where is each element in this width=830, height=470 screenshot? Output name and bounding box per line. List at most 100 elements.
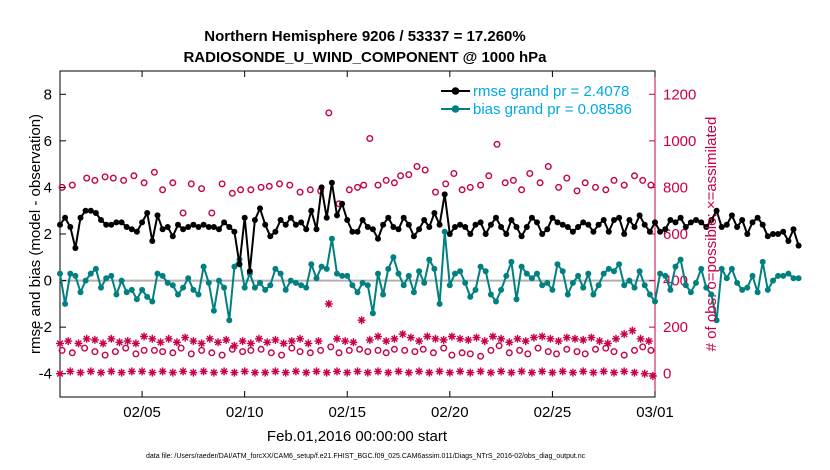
obs-assimilated-point <box>148 334 157 343</box>
obs-possible-point <box>140 346 148 354</box>
obs-assimilated-point <box>636 334 645 343</box>
obs-assimilated-point <box>466 368 475 377</box>
rmse-point <box>493 214 499 221</box>
rmse-point <box>277 217 284 223</box>
obs-assimilated-point <box>488 332 497 341</box>
obs-assimilated-point <box>333 367 341 376</box>
rmse-point <box>267 233 274 240</box>
rmse-point <box>292 221 299 228</box>
bias-point <box>498 286 505 293</box>
obs-possible-point <box>101 173 109 181</box>
obs-assimilated-point <box>589 368 598 377</box>
obs-assimilated-point <box>439 335 448 344</box>
x-tick-label: 02/10 <box>226 404 264 421</box>
obs-possible-point <box>485 172 493 180</box>
rmse-point <box>528 214 535 221</box>
obs-possible-point <box>327 343 335 351</box>
bias-point <box>467 293 474 300</box>
obs-possible-point <box>91 176 99 184</box>
obs-assimilated-point <box>538 367 547 376</box>
bias-point <box>200 263 207 270</box>
obs-possible-point <box>563 174 571 182</box>
rmse-point <box>205 224 212 230</box>
bias-point <box>446 282 453 289</box>
obs-assimilated-point <box>158 367 167 376</box>
bias-point <box>308 261 315 268</box>
bias-point <box>452 270 458 277</box>
obs-assimilated-point <box>423 332 432 341</box>
rmse-point <box>128 226 135 233</box>
bias-point <box>749 272 756 279</box>
y-axis-label-right: # of obs: o=possible; ×=assimilated <box>703 117 720 352</box>
rmse-point <box>323 214 330 221</box>
obs-possible-point <box>495 342 503 350</box>
bias-point <box>775 272 782 279</box>
right-tick-label: 1200 <box>663 86 696 103</box>
bias-point <box>67 270 74 277</box>
obs-assimilated-point <box>314 337 323 346</box>
bias-point <box>221 284 228 291</box>
obs-assimilated-point <box>107 334 116 343</box>
rmse-point <box>359 217 366 223</box>
obs-possible-point <box>401 346 409 354</box>
rmse-point <box>77 214 84 221</box>
obs-assimilated-point <box>476 367 485 376</box>
bias-point <box>441 228 448 235</box>
bias-point <box>190 286 197 293</box>
bias-point <box>77 289 84 296</box>
obs-assimilated-point <box>571 334 579 343</box>
obs-assimilated-point <box>390 334 399 343</box>
rmse-point <box>108 221 115 228</box>
obs-assimilated-point <box>304 339 313 348</box>
bias-point <box>569 279 576 286</box>
rmse-point <box>698 219 705 226</box>
obs-possible-point <box>354 183 362 191</box>
rmse-point <box>452 224 458 230</box>
left-tick-label: 4 <box>44 179 52 196</box>
obs-possible-point <box>306 186 314 194</box>
rmse-point <box>446 231 453 237</box>
rmse-point <box>775 231 782 237</box>
legend-rmse-marker <box>451 87 460 95</box>
bias-point <box>410 289 417 296</box>
obs-assimilated-point <box>220 367 229 376</box>
rmse-point <box>82 207 89 214</box>
obs-possible-point <box>440 344 448 352</box>
bias-point <box>123 289 130 296</box>
obs-assimilated-point <box>398 330 407 339</box>
obs-possible-point <box>573 187 581 195</box>
obs-assimilated-point <box>287 337 296 346</box>
rmse-point <box>780 228 787 235</box>
bias-point <box>518 263 525 270</box>
rmse-point <box>569 228 576 235</box>
obs-assimilated-point <box>415 337 424 346</box>
obs-possible-point <box>247 346 255 354</box>
obs-possible-point <box>477 352 485 360</box>
rmse-point <box>462 224 469 230</box>
bias-point <box>128 286 135 293</box>
obs-assimilated-point <box>107 367 116 376</box>
rmse-point <box>339 200 346 207</box>
bias-point <box>646 291 653 298</box>
obs-possible-point <box>356 345 364 353</box>
rmse-point <box>149 238 156 244</box>
obs-assimilated-point <box>472 333 481 342</box>
obs-possible-point <box>639 343 647 351</box>
bias-point <box>621 282 628 289</box>
bias-point <box>754 289 761 296</box>
bias-point <box>652 298 658 305</box>
rmse-point <box>723 221 730 228</box>
obs-assimilated-point <box>384 368 393 377</box>
rmse-point <box>487 221 494 228</box>
bias-point <box>328 235 335 242</box>
obs-possible-point <box>419 345 427 353</box>
bias-point <box>334 270 340 277</box>
rmse-point <box>410 233 417 240</box>
rmse-point <box>518 233 525 240</box>
obs-assimilated-point <box>222 335 231 344</box>
obs-assimilated-point <box>56 339 64 348</box>
obs-assimilated-point <box>230 368 239 377</box>
x-tick-label: 03/01 <box>636 404 674 421</box>
obs-possible-point <box>536 179 544 187</box>
